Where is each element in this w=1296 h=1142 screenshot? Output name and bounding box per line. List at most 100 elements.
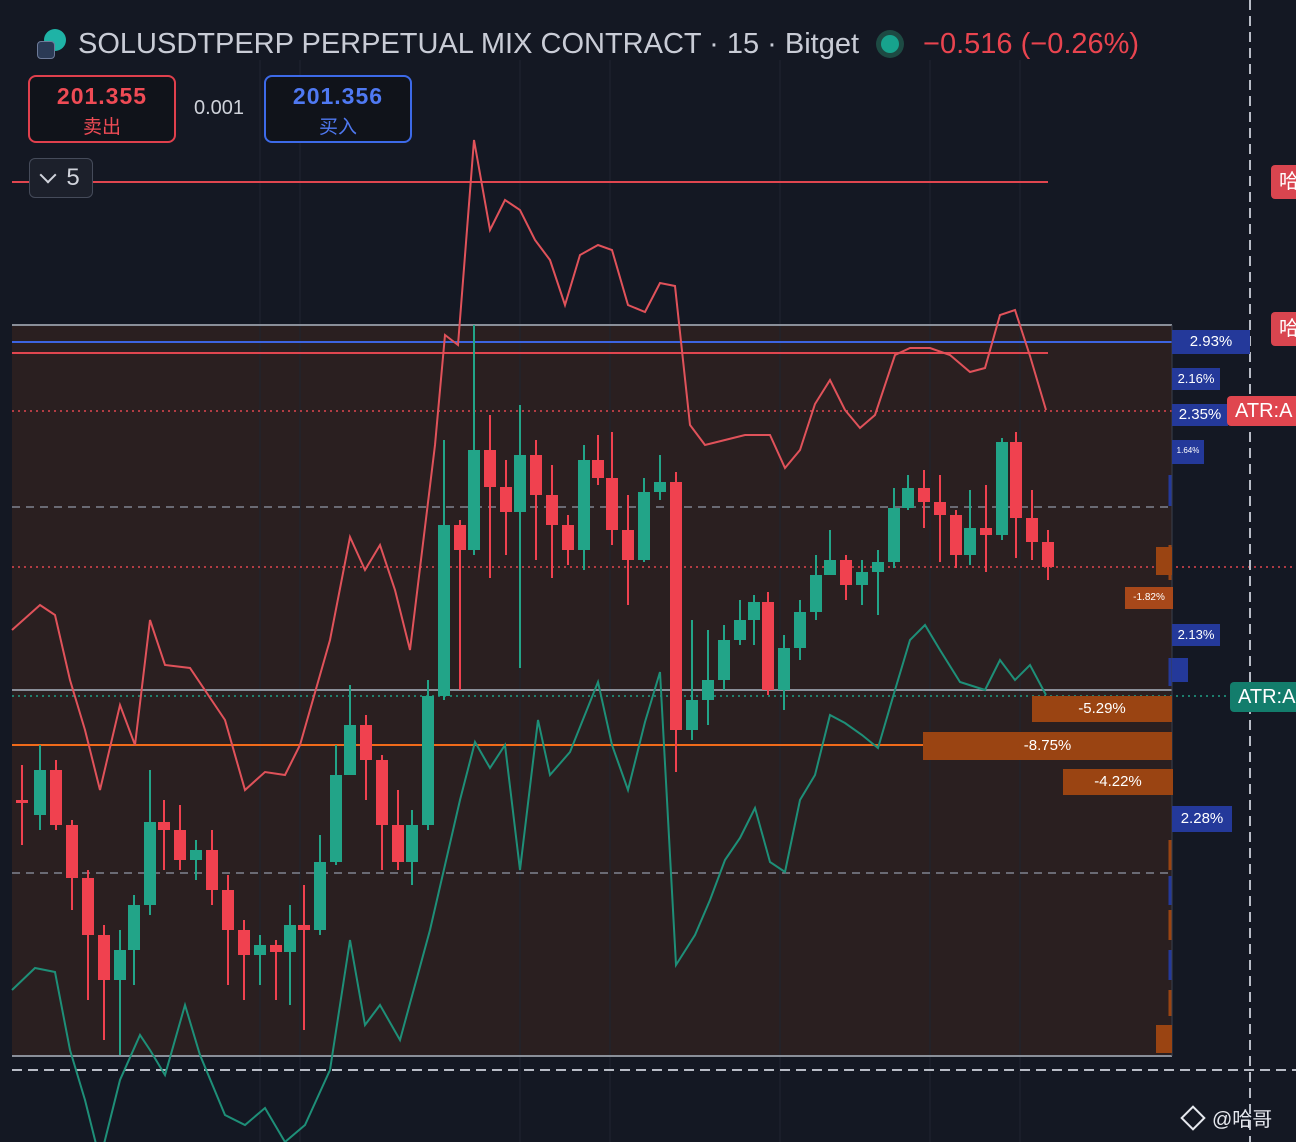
sell-label: 卖出 — [82, 117, 121, 138]
pct-tag: -5.29% — [1032, 696, 1172, 722]
candle-body — [964, 528, 976, 555]
buy-price: 201.356 — [292, 83, 384, 109]
candle-body — [748, 602, 760, 620]
candle-body — [592, 460, 604, 478]
candle-body — [654, 482, 666, 492]
candle-body — [270, 945, 282, 952]
pct-tag: 2.13% — [1172, 624, 1220, 646]
buy-button[interactable]: 201.356 买入 — [264, 75, 412, 143]
candle-body — [66, 825, 78, 878]
candle-body — [872, 562, 884, 572]
candle-body — [114, 950, 126, 980]
indicator-count: 5 — [66, 164, 80, 191]
sell-price: 201.355 — [56, 83, 148, 109]
candle-body — [406, 825, 418, 862]
candle-body — [638, 492, 650, 560]
candle-body — [82, 878, 94, 935]
candle-body — [734, 620, 746, 640]
candle-body — [546, 495, 558, 525]
chevron-down-icon — [39, 166, 57, 184]
candle-body — [298, 925, 310, 930]
candle-body — [360, 725, 372, 760]
pct-tag: 2.35% — [1172, 404, 1228, 426]
edge-marker — [1156, 1025, 1172, 1053]
candle-body — [454, 525, 466, 550]
candle-body — [702, 680, 714, 700]
candle-body — [1010, 442, 1022, 518]
pct-tag: 2.16% — [1172, 368, 1220, 390]
candle-body — [996, 442, 1008, 535]
candle-body — [422, 696, 434, 825]
candle-body — [918, 488, 930, 502]
candle-body — [254, 945, 266, 955]
candle-body — [718, 640, 730, 680]
candle-body — [856, 572, 868, 585]
candle-body — [980, 528, 992, 535]
buy-label: 买入 — [318, 117, 357, 138]
indicator-toggle-button[interactable]: 5 — [29, 158, 93, 198]
candle-body — [606, 478, 618, 530]
atr-label-green: ATR:A — [1230, 682, 1296, 712]
candle-body — [128, 905, 140, 950]
candle-body — [778, 648, 790, 690]
candle-body — [888, 508, 900, 562]
candle-body — [530, 455, 542, 495]
symbol-title[interactable]: SOLUSDTPERP PERPETUAL MIX CONTRACT · 15 … — [78, 27, 860, 60]
spread-value: 0.001 — [193, 97, 245, 119]
candle-body — [330, 775, 342, 862]
candle-body — [206, 850, 218, 890]
exchange-logo-icon — [34, 27, 68, 61]
candle-body — [500, 487, 512, 512]
candle-body — [840, 560, 852, 585]
candle-body — [794, 612, 806, 648]
candle-body — [438, 525, 450, 696]
candle-body — [34, 770, 46, 815]
pct-tag: 2.28% — [1172, 806, 1232, 832]
sell-button[interactable]: 201.355 卖出 — [28, 75, 176, 143]
price-change: −0.516 (−0.26%) — [923, 27, 1140, 60]
candle-body — [98, 935, 110, 980]
ha-label: 哈 — [1271, 312, 1296, 346]
atr-label-red: ATR:A — [1227, 396, 1296, 426]
pct-tag: 1.64% — [1172, 440, 1204, 464]
candle-body — [950, 515, 962, 555]
candle-body — [174, 830, 186, 860]
candle-body — [344, 725, 356, 775]
watermark-text: @哈哥 — [1212, 1109, 1273, 1131]
candle-body — [50, 770, 62, 825]
candle-body — [1042, 542, 1054, 567]
candle-body — [284, 925, 296, 952]
candle-body — [1026, 518, 1038, 542]
edge-marker — [1172, 658, 1188, 682]
candle-body — [314, 862, 326, 930]
candle-body — [16, 800, 28, 803]
pct-tag: -8.75% — [923, 732, 1172, 760]
candle-body — [376, 760, 388, 825]
market-status-icon — [881, 35, 900, 53]
candle-body — [686, 700, 698, 730]
candle-body — [562, 525, 574, 550]
candle-body — [578, 460, 590, 550]
atr-green-line — [11, 623, 1047, 1142]
ha-label: 哈 — [1271, 165, 1296, 199]
candle-body — [238, 930, 250, 955]
candle-body — [810, 575, 822, 612]
candle-body — [902, 488, 914, 508]
candle-body — [484, 450, 496, 487]
candle-body — [392, 825, 404, 862]
candle-body — [670, 482, 682, 730]
binance-logo-icon — [1180, 1104, 1206, 1131]
candle-body — [144, 822, 156, 905]
candle-body — [762, 602, 774, 690]
pct-tag: -1.82% — [1125, 587, 1173, 609]
candle-body — [622, 530, 634, 560]
atr-red-line — [11, 139, 1047, 792]
edge-marker — [1156, 547, 1172, 575]
candle-body — [190, 850, 202, 860]
candle-body — [824, 560, 836, 575]
candle-body — [158, 822, 170, 830]
symbol-header: SOLUSDTPERP PERPETUAL MIX CONTRACT · 15 … — [34, 24, 1139, 64]
candle-body — [934, 502, 946, 515]
candle-body — [468, 450, 480, 550]
